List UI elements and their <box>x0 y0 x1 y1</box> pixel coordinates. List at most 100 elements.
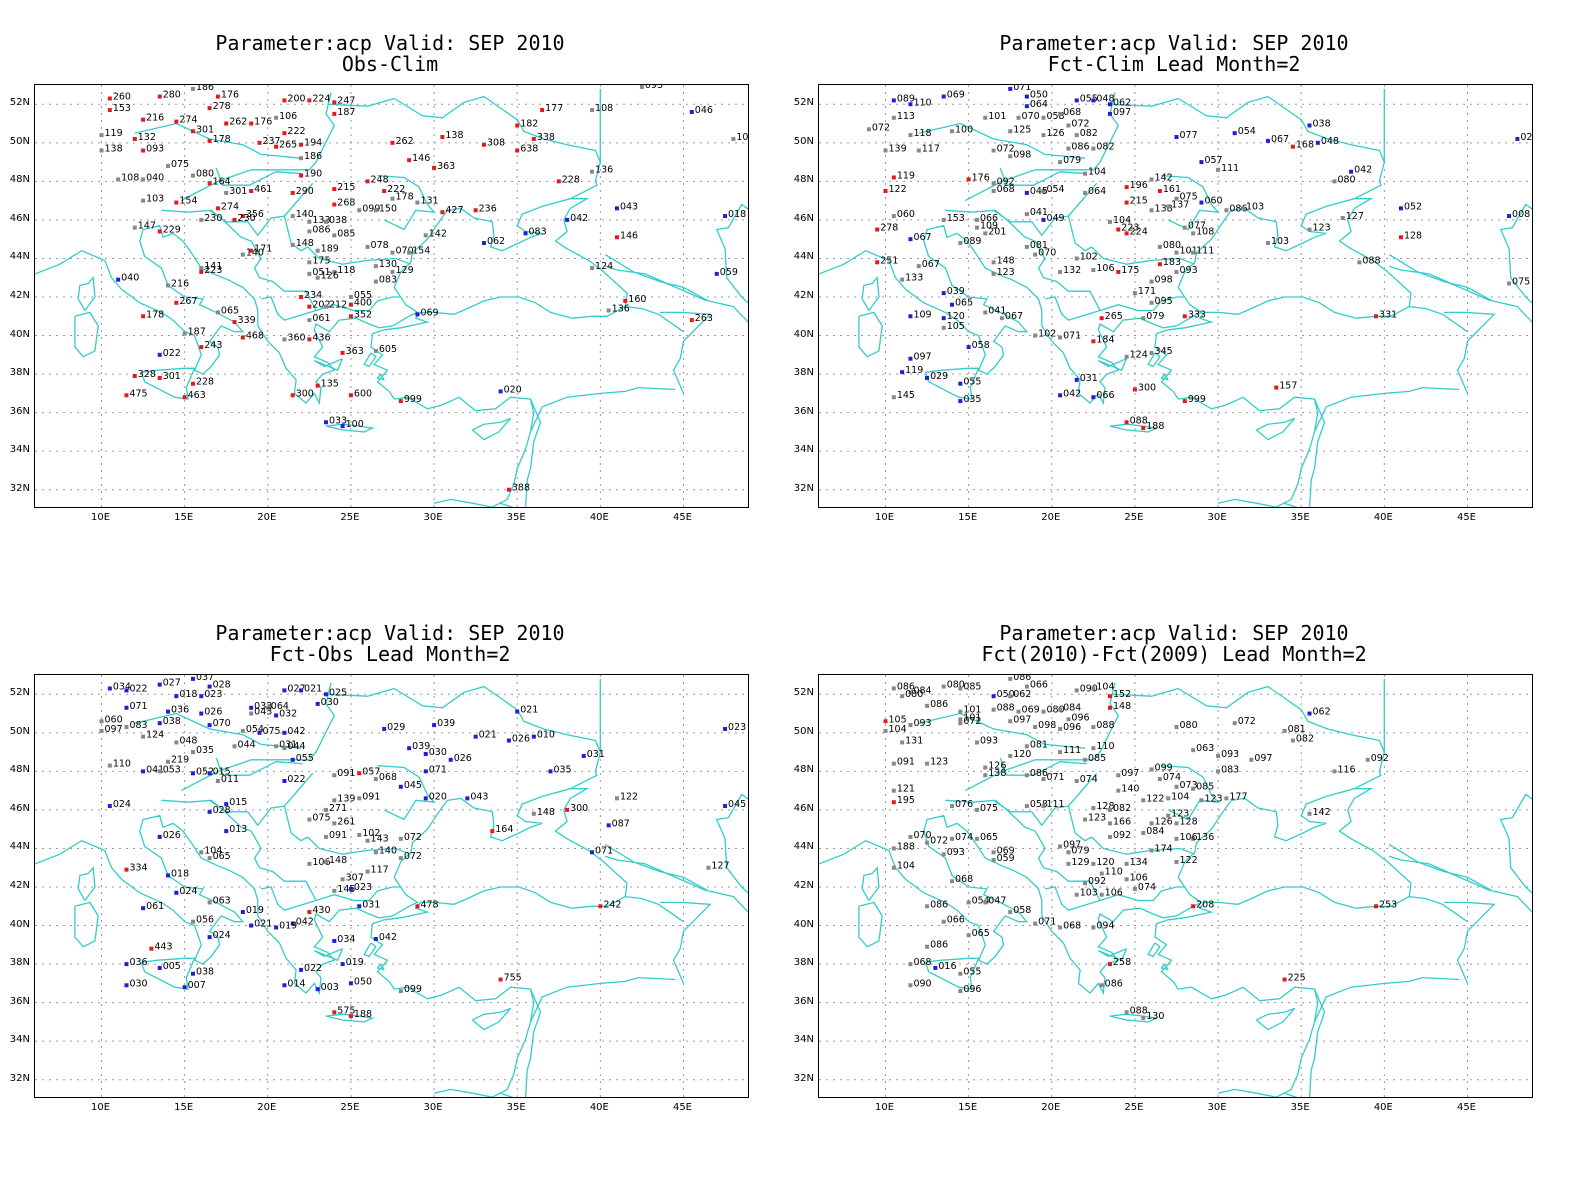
coastline <box>529 386 676 433</box>
station-marker: 101 <box>958 705 981 716</box>
station-value: 054 <box>1238 126 1256 137</box>
station-square <box>249 121 254 126</box>
station-square <box>1107 111 1112 116</box>
lat-tick-label: 52N <box>793 97 814 109</box>
station-square <box>373 850 378 855</box>
coastline <box>1067 805 1093 842</box>
station-value: 228 <box>562 174 580 185</box>
lon-tick-label: 40E <box>589 1102 609 1113</box>
station-marker: 154 <box>407 246 430 257</box>
station-value: 138 <box>988 768 1006 779</box>
station-marker: 088 <box>1124 1005 1148 1016</box>
coastline <box>1499 203 1532 304</box>
station-square <box>1074 98 1079 103</box>
station-value: 032 <box>279 708 297 719</box>
station-value: 427 <box>445 205 463 216</box>
coastlines <box>819 678 1532 1097</box>
station-value: 093 <box>146 144 164 155</box>
lat-tick-label: 38N <box>9 957 30 969</box>
station-value: 071 <box>1013 85 1031 93</box>
station-value: 120 <box>1096 857 1114 868</box>
station-value: 086 <box>1229 203 1247 214</box>
station-marker: 077 <box>1174 130 1198 141</box>
station-marker: 225 <box>1282 973 1306 984</box>
station-value: 035 <box>553 764 571 775</box>
station-value: 054 <box>1046 184 1064 195</box>
station-marker: 260 <box>107 91 131 102</box>
station-square <box>974 807 979 812</box>
station-value: 094 <box>1096 920 1114 931</box>
station-square <box>581 753 586 758</box>
station-marker: 363 <box>340 346 364 357</box>
station-square <box>1091 98 1096 103</box>
station-marker: 055 <box>348 290 372 301</box>
station-marker: 242 <box>598 899 621 910</box>
station-marker: 062 <box>1307 707 1331 718</box>
station-square <box>1199 798 1204 803</box>
station-marker: 164 <box>207 176 231 187</box>
station-square <box>883 728 888 733</box>
station-value: 100 <box>955 124 973 135</box>
station-marker: 048 <box>1091 93 1115 104</box>
coastlines <box>819 88 1532 507</box>
station-marker: 039 <box>432 718 455 729</box>
station-value: 023 <box>354 882 372 893</box>
station-value: 013 <box>229 824 247 835</box>
station-value: 099 <box>362 203 380 214</box>
station-value: 128 <box>1180 816 1198 827</box>
station-square <box>157 834 162 839</box>
station-marker: 032 <box>274 708 297 719</box>
station-marker: 090 <box>1074 683 1098 694</box>
station-marker: 300 <box>1132 383 1156 394</box>
station-value: 338 <box>537 132 555 143</box>
station-square <box>941 316 946 321</box>
station-square <box>157 769 162 774</box>
station-value: 097 <box>1254 753 1272 764</box>
station-value: 122 <box>889 184 907 195</box>
station-square <box>941 684 946 689</box>
station-marker: 176 <box>249 117 272 128</box>
station-value: 052 <box>1404 201 1422 212</box>
station-square <box>689 318 694 323</box>
station-square <box>207 935 212 940</box>
station-marker: 106 <box>1099 888 1123 899</box>
station-marker: 096 <box>1058 722 1081 733</box>
station-marker: 122 <box>614 791 638 802</box>
station-square <box>240 252 245 257</box>
station-marker: 066 <box>1091 390 1115 401</box>
station-marker: 067 <box>908 232 932 243</box>
station-value: 024 <box>213 930 231 941</box>
station-square <box>1008 753 1013 758</box>
coastline <box>1147 352 1161 368</box>
station-marker: 140 <box>290 209 314 220</box>
station-square <box>357 832 362 837</box>
station-marker: 093 <box>908 718 932 729</box>
station-square <box>124 983 129 988</box>
station-marker: 072 <box>925 836 948 847</box>
lat-tick-label: 36N <box>9 405 30 417</box>
station-value: 331 <box>1379 309 1397 320</box>
station-square <box>407 746 412 751</box>
station-marker: 274 <box>215 201 239 212</box>
station-marker: 102 <box>1033 329 1056 340</box>
station-marker: 066 <box>974 213 998 224</box>
lon-tick-label: 20E <box>257 512 277 523</box>
station-square <box>590 850 595 855</box>
station-value: 042 <box>287 726 305 737</box>
station-square <box>1066 850 1071 855</box>
station-value: 041 <box>988 305 1006 316</box>
panel-fct-2010-2009: Parameter:acp Valid: SEP 2010 Fct(2010)-… <box>784 590 1564 1150</box>
map-grid <box>819 675 1532 1097</box>
station-square <box>723 214 728 219</box>
station-marker: 041 <box>983 305 1006 316</box>
coastline <box>215 757 303 776</box>
station-marker: 122 <box>1141 793 1164 804</box>
station-marker: 031 <box>274 739 297 750</box>
station-square <box>348 302 353 307</box>
station-value: 086 <box>897 681 915 692</box>
station-marker: 086 <box>1099 978 1123 989</box>
station-value: 043 <box>254 707 272 718</box>
map-frame: 260 280 186 176 200 224 247 187 153 216 274 278 262 1… <box>34 84 749 508</box>
station-value: 638 <box>520 144 538 155</box>
